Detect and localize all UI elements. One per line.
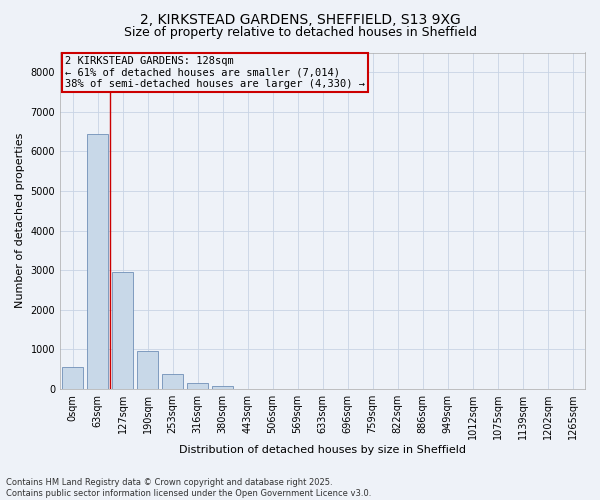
Bar (62, 367, 83, 389)
Bar (87, 134, 108, 389)
Text: Size of property relative to detached houses in Sheffield: Size of property relative to detached ho… (124, 26, 476, 39)
Bar (112, 272, 133, 389)
Bar (212, 386, 233, 389)
Text: Contains HM Land Registry data © Crown copyright and database right 2025.
Contai: Contains HM Land Registry data © Crown c… (6, 478, 371, 498)
Bar (137, 350, 158, 389)
Bar (162, 374, 183, 389)
Text: 2, KIRKSTEAD GARDENS, SHEFFIELD, S13 9XG: 2, KIRKSTEAD GARDENS, SHEFFIELD, S13 9XG (140, 12, 460, 26)
Y-axis label: Number of detached properties: Number of detached properties (15, 133, 25, 308)
Bar (187, 382, 208, 389)
Text: 2 KIRKSTEAD GARDENS: 128sqm
← 61% of detached houses are smaller (7,014)
38% of : 2 KIRKSTEAD GARDENS: 128sqm ← 61% of det… (65, 56, 365, 89)
X-axis label: Distribution of detached houses by size in Sheffield: Distribution of detached houses by size … (179, 445, 466, 455)
